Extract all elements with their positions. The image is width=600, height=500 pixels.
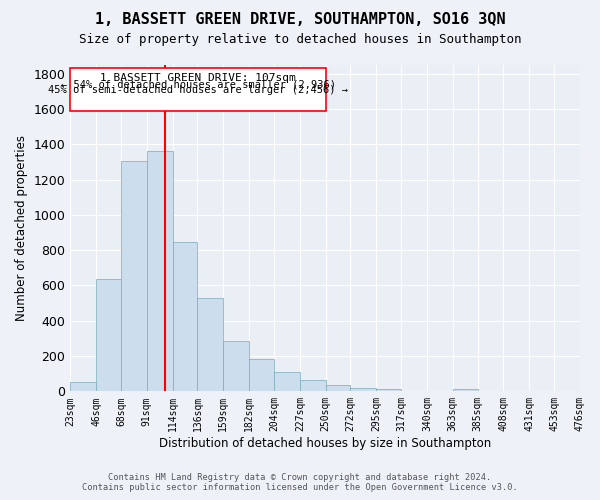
Bar	[96, 280, 121, 392]
Bar	[453, 388, 478, 392]
Bar	[70, 382, 96, 392]
Text: 1, BASSETT GREEN DRIVE, SOUTHAMPTON, SO16 3QN: 1, BASSETT GREEN DRIVE, SOUTHAMPTON, SO1…	[95, 12, 505, 28]
Text: 1 BASSETT GREEN DRIVE: 107sqm: 1 BASSETT GREEN DRIVE: 107sqm	[100, 72, 296, 83]
Bar	[121, 161, 147, 392]
Text: ← 54% of detached houses are smaller (2,936): ← 54% of detached houses are smaller (2,…	[61, 79, 335, 89]
Bar	[326, 385, 350, 392]
Text: Size of property relative to detached houses in Southampton: Size of property relative to detached ho…	[79, 32, 521, 46]
Bar	[249, 358, 274, 392]
Bar	[274, 372, 300, 392]
Bar	[197, 298, 223, 392]
Y-axis label: Number of detached properties: Number of detached properties	[15, 135, 28, 321]
Bar	[223, 341, 249, 392]
Text: Contains HM Land Registry data © Crown copyright and database right 2024.
Contai: Contains HM Land Registry data © Crown c…	[82, 473, 518, 492]
FancyBboxPatch shape	[70, 68, 326, 111]
Bar	[147, 150, 173, 392]
Bar	[350, 388, 376, 392]
X-axis label: Distribution of detached houses by size in Southampton: Distribution of detached houses by size …	[159, 437, 491, 450]
Text: 45% of semi-detached houses are larger (2,456) →: 45% of semi-detached houses are larger (…	[48, 86, 348, 96]
Bar	[173, 242, 197, 392]
Bar	[300, 380, 326, 392]
Bar	[376, 388, 401, 392]
